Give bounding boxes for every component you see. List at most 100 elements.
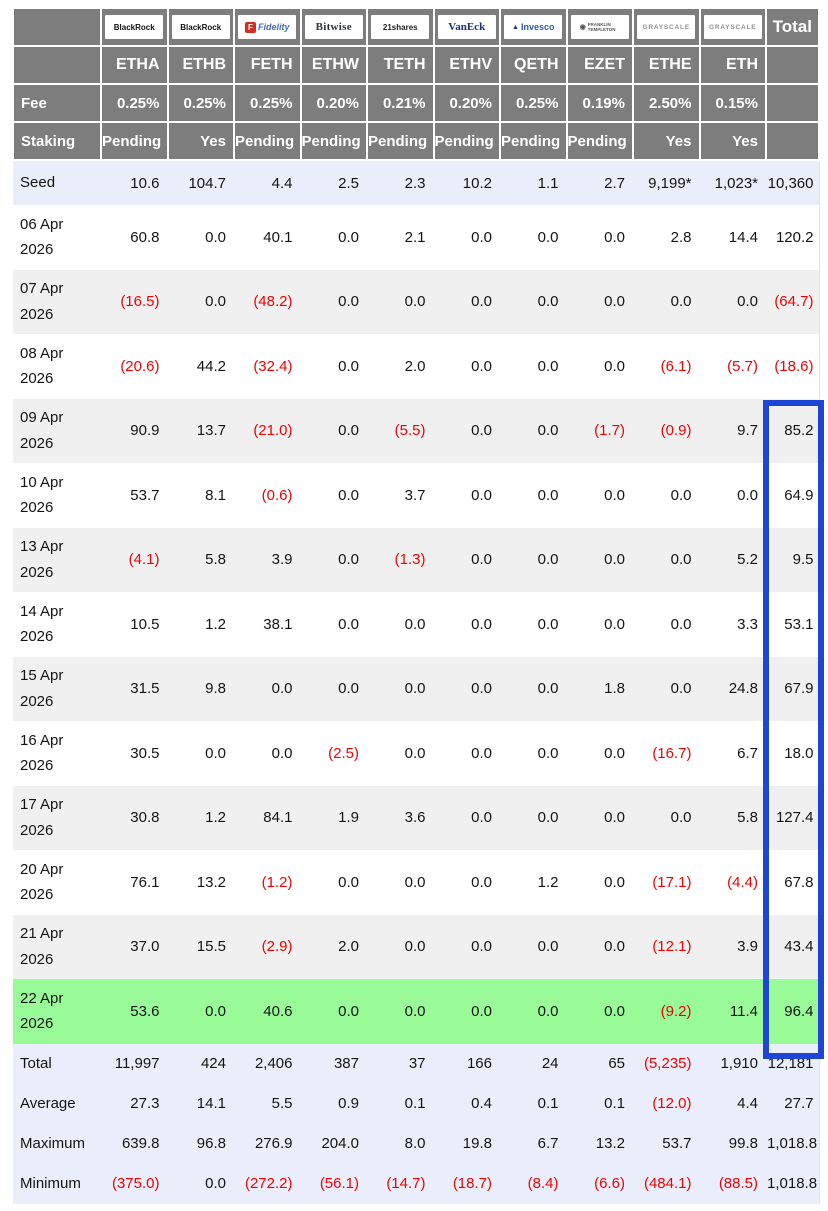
value-cell: 67.9 — [784, 680, 814, 698]
value-cell: 0.0 — [604, 615, 625, 633]
value-cell: 10.5 — [130, 615, 160, 633]
value-cell: 0.0 — [537, 615, 559, 633]
value-cell: 96.8 — [196, 1135, 226, 1152]
value-cell: 0.0 — [604, 486, 625, 504]
table-row: 14 Apr 2026 10.5 1.2 38.1 0.0 0.0 0.0 0.0 0.0 0.0… — [13, 592, 819, 657]
value-cell: 5.8 — [737, 809, 758, 827]
value-cell: 0.0 — [471, 873, 492, 891]
value-cell: 53.7 — [130, 486, 160, 504]
value-cell: 0.0 — [471, 228, 492, 246]
fee-value: 0.25% — [166, 83, 235, 123]
franklin-logo-text: FRANKLIN TEMPLETON — [587, 21, 616, 32]
value-cell: 6.7 — [537, 1135, 559, 1152]
value-cell: 0.0 — [338, 551, 359, 569]
ticker-total-spacer — [765, 45, 820, 85]
table-row: 20 Apr 2026 76.1 13.2 (1.2) 0.0 0.0 0.0 1.2 0.0 (… — [13, 850, 819, 915]
value-cell: 9,199* — [648, 174, 692, 192]
blackrock-logo: BlackRock — [171, 15, 230, 39]
table-header: BlackRock BlackRock F Fidelity Bitwise 21shar… — [12, 7, 820, 161]
table-row: Total 11,997 424 2,406 387 37 166 24 65 (5,235) 1,… — [13, 1043, 819, 1084]
value-cell: 1,023* — [714, 174, 758, 192]
value-cell: 0.0 — [338, 615, 359, 633]
value-cell: 2.0 — [404, 357, 426, 375]
shares21-logo: 21shares — [371, 15, 430, 39]
header-fee-row: Fee 0.25% 0.25% 0.25% 0.20% 0.21% 0.20% 0.25% 0.… — [12, 83, 820, 123]
value-cell: (18.6) — [774, 357, 814, 375]
row-label: 20 Apr 2026 — [20, 860, 64, 904]
invesco-mark-icon: ▲ — [512, 23, 519, 31]
value-cell: (16.5) — [120, 293, 160, 311]
value-cell: 1.1 — [537, 174, 559, 192]
row-label: Total — [20, 1054, 52, 1072]
value-cell: (9.2) — [660, 1002, 692, 1020]
value-cell: (14.7) — [386, 1175, 426, 1192]
fee-value: 0.25% — [100, 83, 169, 123]
value-cell: 276.9 — [254, 1135, 293, 1152]
value-cell: 0.0 — [338, 357, 359, 375]
fee-value: 0.25% — [233, 83, 302, 123]
value-cell: 99.8 — [728, 1135, 758, 1152]
value-cell: 0.0 — [737, 486, 758, 504]
value-cell: 166 — [466, 1055, 492, 1072]
value-cell: 10.6 — [130, 174, 160, 192]
value-cell: (6.6) — [594, 1175, 625, 1192]
value-cell: 0.0 — [471, 938, 492, 956]
issuer-logo-cell: BlackRock — [100, 7, 169, 47]
vaneck-logo: VanEck — [437, 15, 496, 39]
value-cell: 6.7 — [737, 744, 758, 762]
value-cell: 40.1 — [263, 228, 293, 246]
value-cell: 13.2 — [196, 873, 226, 891]
invesco-logo: ▲ Invesco — [504, 15, 563, 39]
value-cell: (48.2) — [253, 293, 293, 311]
value-cell: (12.0) — [652, 1095, 692, 1112]
value-cell: 64.9 — [784, 486, 814, 504]
value-cell: 0.0 — [537, 422, 559, 440]
value-cell: 0.0 — [205, 293, 226, 311]
ticker-qeth: QETH — [499, 45, 568, 85]
value-cell: (375.0) — [111, 1175, 160, 1192]
value-cell: 0.0 — [404, 873, 426, 891]
value-cell: 0.4 — [471, 1095, 492, 1112]
row-label: 17 Apr 2026 — [20, 796, 64, 839]
value-cell: 0.0 — [471, 615, 492, 633]
row-label: 16 Apr 2026 — [20, 731, 64, 775]
issuer-logo-cell: Bitwise — [299, 7, 368, 47]
value-cell: 0.0 — [205, 744, 226, 762]
value-cell: (18.7) — [452, 1175, 492, 1192]
ticker-ethe: ETHE — [632, 45, 701, 85]
value-cell: 0.0 — [205, 1002, 226, 1020]
value-cell: 5.2 — [737, 551, 758, 569]
table-row: 22 Apr 2026 53.6 0.0 40.6 0.0 0.0 0.0 0.0 0.0 (9.… — [13, 979, 819, 1044]
value-cell: 0.0 — [737, 293, 758, 311]
staking-value: Yes — [698, 121, 767, 161]
value-cell: 0.0 — [404, 615, 426, 633]
bitwise-logo: Bitwise — [304, 15, 363, 39]
value-cell: 0.0 — [471, 809, 492, 827]
value-cell: 0.0 — [670, 809, 692, 827]
table-row: 21 Apr 2026 37.0 15.5 (2.9) 2.0 0.0 0.0 0.0 0.0 (… — [13, 914, 819, 979]
value-cell: 12,181 — [767, 1055, 814, 1072]
value-cell: (1.7) — [594, 422, 625, 440]
value-cell: 204.0 — [321, 1135, 359, 1152]
value-cell: 0.0 — [537, 293, 559, 311]
fidelity-logo: F Fidelity — [238, 15, 297, 39]
value-cell: 120.2 — [775, 228, 814, 246]
value-cell: 0.0 — [670, 486, 692, 504]
row-label: 07 Apr 2026 — [20, 280, 64, 323]
row-label: 06 Apr 2026 — [20, 215, 64, 259]
issuer-logo-cell: ◉ FRANKLIN TEMPLETON — [565, 7, 634, 47]
value-cell: 18.0 — [784, 744, 814, 762]
fee-value: 0.19% — [565, 83, 634, 123]
value-cell: 3.7 — [404, 486, 426, 504]
fee-row-label: Fee — [12, 83, 102, 123]
value-cell: 65 — [608, 1055, 625, 1072]
issuer-logo-cell: ▲ Invesco — [499, 7, 568, 47]
row-label: Maximum — [20, 1134, 86, 1152]
value-cell: 14.4 — [728, 228, 758, 246]
value-cell: 27.7 — [784, 1095, 814, 1112]
value-cell: (2.5) — [328, 744, 359, 762]
value-cell: 0.0 — [404, 293, 426, 311]
ticker-ethw: ETHW — [299, 45, 368, 85]
value-cell: (5.5) — [394, 422, 426, 440]
